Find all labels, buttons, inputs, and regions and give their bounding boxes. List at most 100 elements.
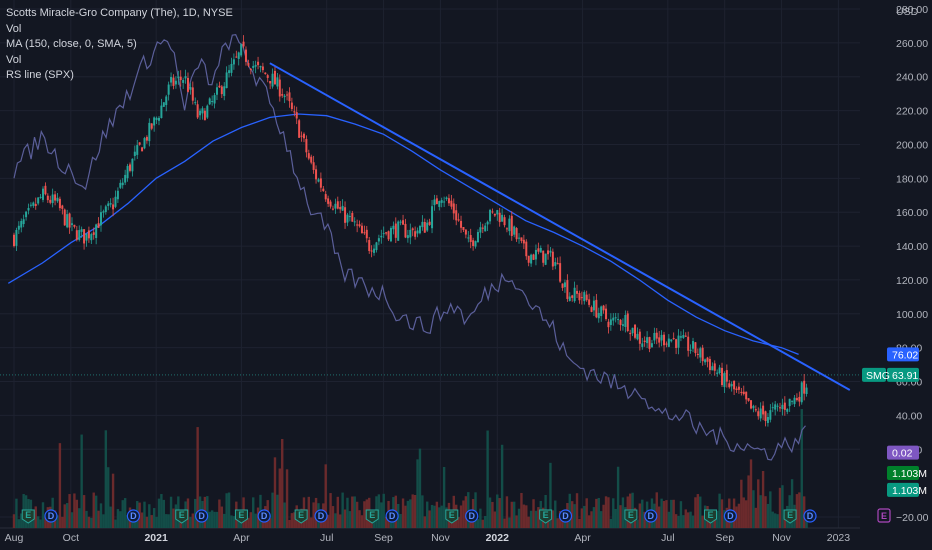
earnings-icon[interactable]: E (175, 509, 189, 524)
earnings-icon[interactable]: E (21, 509, 35, 524)
x-tick-label[interactable]: Nov (431, 532, 450, 544)
y-tick-label[interactable]: 180.00 (896, 173, 928, 185)
candle-body (184, 76, 187, 79)
dividend-icon[interactable]: D (385, 509, 399, 523)
y-tick-label[interactable]: −20.00 (896, 512, 929, 524)
candle-body (136, 145, 139, 155)
dividend-icon[interactable]: D (126, 509, 140, 523)
legend-ma[interactable]: MA (150, close, 0, SMA, 5) (6, 38, 137, 50)
y-tick-label[interactable]: 40.00 (896, 410, 922, 422)
x-tick-label[interactable]: Jul (320, 532, 333, 544)
dividend-icon[interactable]: D (195, 509, 209, 523)
dividend-icon[interactable]: D (314, 509, 328, 523)
dividend-icon[interactable]: D (803, 509, 817, 523)
x-tick-label[interactable]: Sep (374, 532, 393, 544)
y-tick-label[interactable]: 120.00 (896, 275, 928, 287)
candle-body (520, 237, 523, 241)
x-tick-label[interactable]: Sep (715, 532, 734, 544)
x-tick-label[interactable]: Nov (772, 532, 791, 544)
x-tick-label[interactable]: Apr (233, 532, 250, 544)
dividend-icon[interactable]: D (558, 509, 573, 523)
volume-bar (39, 519, 42, 528)
dividend-icon-shape (257, 509, 271, 523)
candle-body (305, 139, 308, 153)
volume-bar (684, 509, 687, 528)
x-tick-label[interactable]: 2021 (144, 532, 168, 544)
dividend-icon[interactable]: D (723, 509, 738, 523)
candle-body (455, 210, 458, 221)
y-tick-label[interactable]: 240.00 (896, 72, 928, 84)
volume-bar (500, 444, 504, 528)
earnings-icon[interactable]: E (365, 509, 379, 524)
earnings-icon-label: E (369, 510, 375, 520)
legend-vol-2[interactable]: Vol (6, 53, 22, 66)
volume-bar (510, 501, 513, 528)
x-tick-label[interactable]: Apr (574, 532, 591, 544)
candle-body (281, 94, 284, 96)
earnings-icon[interactable]: E (445, 509, 459, 524)
x-axis[interactable]: Aug Oct 2021 Apr Jul Sep Nov 2022 Apr Jul Sep Nov 20… (5, 532, 851, 544)
y-tick-label[interactable]: 260.00 (896, 38, 928, 50)
x-tick-label[interactable]: Jul (661, 532, 674, 544)
price-badge (887, 445, 919, 460)
candle-body (257, 61, 260, 66)
candle-body (655, 332, 658, 339)
volume-bar (474, 492, 477, 528)
candle-body (716, 372, 719, 374)
earnings-icon-label: E (543, 510, 549, 520)
volume-bar (665, 500, 668, 528)
currency-label[interactable]: USD (896, 6, 919, 18)
volume-bar (795, 494, 799, 528)
candle-body (805, 387, 808, 394)
dividend-icon[interactable]: D (644, 509, 658, 523)
y-tick-label[interactable]: 220.00 (896, 106, 928, 118)
candle-body (513, 226, 516, 235)
y-tick-label[interactable]: 100.00 (896, 309, 928, 321)
volume-bar (227, 492, 231, 528)
candle-body (218, 85, 221, 88)
x-tick-label[interactable]: Aug (5, 532, 24, 544)
x-tick-label[interactable]: 2023 (827, 532, 851, 544)
earnings-icon[interactable]: E (234, 509, 248, 524)
candle-body (672, 338, 675, 340)
y-tick-label[interactable]: 160.00 (896, 207, 928, 219)
candle-body (747, 398, 750, 401)
candle-body (119, 182, 122, 188)
earnings-future-icon[interactable]: E (877, 508, 891, 523)
legend-title[interactable]: Scotts Miracle-Gro Company (The), 1D, NY… (6, 7, 233, 19)
volume-bar (61, 516, 64, 528)
candle-body (583, 292, 586, 302)
y-tick-label[interactable]: 280.00 (896, 4, 928, 16)
volume-bar (384, 516, 388, 528)
dividend-icon[interactable]: D (44, 509, 58, 523)
dividend-icon[interactable]: D (257, 509, 271, 523)
candle-body (489, 209, 492, 222)
candle-body (501, 214, 504, 222)
earnings-icon[interactable]: E (783, 509, 797, 524)
x-tick-label[interactable]: 2022 (486, 532, 510, 544)
candle-body (510, 215, 513, 236)
earnings-icon[interactable]: E (294, 509, 308, 524)
y-tick-label[interactable]: 200.00 (896, 139, 928, 151)
trendline[interactable] (269, 62, 851, 391)
earnings-icon[interactable]: E (624, 509, 638, 524)
dividend-icon[interactable]: D (465, 509, 479, 523)
y-tick-label[interactable]: 140.00 (896, 241, 928, 253)
legend-vol[interactable]: Vol (6, 22, 22, 35)
earnings-icon[interactable]: E (704, 509, 717, 524)
volume-bar (92, 492, 95, 528)
trendline-line[interactable] (269, 62, 851, 391)
volume-bar (411, 494, 414, 528)
x-tick-label[interactable]: Oct (63, 532, 79, 544)
candle-body (126, 165, 129, 179)
legend-rs-line[interactable]: RS line (SPX) (6, 69, 74, 81)
earnings-icon[interactable]: E (539, 509, 553, 524)
volume-bar (621, 497, 625, 528)
candle-body (730, 384, 733, 387)
candle-body (718, 367, 721, 374)
candle-body (486, 221, 489, 225)
volume-bar (476, 519, 480, 528)
